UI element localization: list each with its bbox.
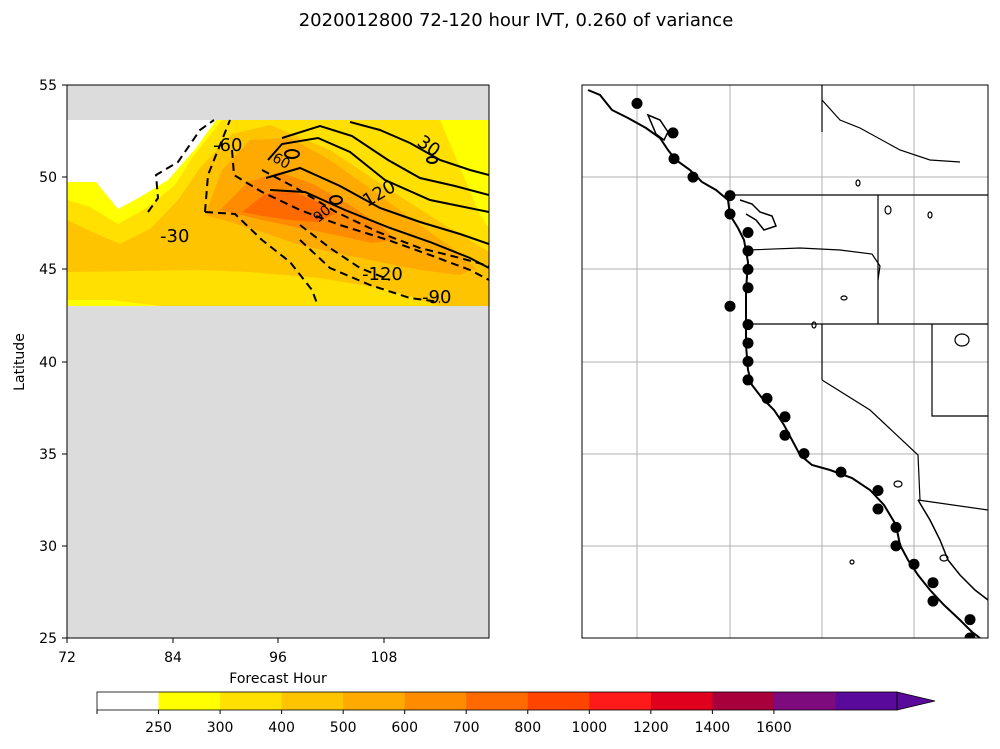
station-point [687, 171, 699, 183]
contour-ellipse [284, 149, 300, 159]
y-axis-label: Latitude [12, 333, 28, 391]
station-point [742, 337, 754, 349]
colorbar-extension-arrow [896, 691, 936, 711]
station-point [927, 577, 939, 589]
station-point [798, 448, 810, 460]
small-features [811, 179, 970, 565]
colorbar-segment [466, 692, 529, 710]
contour-line-neg-90 [231, 149, 489, 303]
puget-sound [739, 199, 777, 231]
colorbar-tick-label: 1200 [633, 720, 669, 736]
station-point [724, 208, 736, 220]
station-point [779, 411, 791, 423]
contour-label: -90 [422, 287, 451, 308]
y-tick-label: 50 [39, 170, 57, 186]
contour-line-pos-150 [269, 189, 489, 269]
island [646, 113, 669, 142]
station-point [908, 558, 920, 570]
station-point [742, 356, 754, 367]
station-point [724, 190, 736, 202]
station-point [872, 485, 884, 497]
left-x-axis [66, 638, 385, 643]
station-points [631, 97, 976, 638]
station-point [668, 153, 680, 165]
station-point [927, 595, 939, 607]
left-panel: -60 -30 -120 -90 30 120 60 90 25 30 35 4… [12, 78, 490, 687]
contour-label: -120 [362, 264, 403, 285]
figure-title: 2020012800 72-120 hour IVT, 0.260 of var… [299, 10, 734, 31]
y-tick-label: 55 [39, 78, 57, 94]
station-point [742, 263, 754, 275]
colorbar-segment [158, 692, 221, 710]
colorbar-segment [650, 692, 713, 710]
colorbar-tick-label: 400 [268, 720, 295, 736]
colorbar-tick-label: 500 [330, 720, 357, 736]
x-tick-label: 72 [58, 650, 76, 666]
contour-label: 60 [269, 150, 292, 173]
colorbar-tick-label: 250 [145, 720, 172, 736]
station-point [742, 226, 754, 238]
station-point [631, 97, 643, 109]
y-tick-label: 30 [39, 539, 57, 555]
y-tick-label: 40 [39, 355, 57, 371]
station-point [742, 245, 754, 257]
colorbar-tick-label: 800 [514, 720, 541, 736]
colorbar-segment [404, 692, 467, 710]
station-point [779, 429, 791, 441]
colorbar-tick-label: 1600 [756, 720, 792, 736]
colorbar-segment [97, 692, 160, 710]
station-point [890, 521, 902, 533]
station-point [724, 300, 736, 312]
station-point [890, 540, 902, 552]
contour-label: -30 [160, 226, 189, 247]
station-point [742, 374, 754, 386]
x-tick-label: 84 [164, 650, 182, 666]
filled-contour-700 [242, 190, 335, 222]
colorbar-segment [343, 692, 406, 710]
x-tick-label: 108 [371, 650, 398, 666]
station-point [964, 632, 976, 638]
contour-line-pos-30 [349, 121, 489, 176]
station-point [835, 466, 847, 478]
right-panel [581, 84, 989, 639]
colorbar-segment [281, 692, 344, 710]
colorbar-tick-label: 1400 [695, 720, 731, 736]
colorbar-tick-label: 600 [391, 720, 418, 736]
contour-label: -60 [213, 135, 242, 156]
y-tick-label: 45 [39, 262, 57, 278]
contour-ellipse [329, 195, 343, 205]
contour-line-neg-60 [204, 119, 319, 307]
station-point [761, 392, 773, 404]
y-tick-label: 25 [39, 631, 57, 647]
state-borders [730, 85, 988, 511]
contour-ellipse [426, 156, 438, 164]
colorbar: 250 300 400 500 600 700 800 1000 1200 1400 1600 [96, 691, 936, 736]
colorbar-segment [527, 692, 590, 710]
left-y-axis [62, 84, 67, 639]
colorbar-segment [220, 692, 283, 710]
x-axis-label: Forecast Hour [229, 671, 327, 687]
colorbar-segment [589, 692, 652, 710]
contour-line-pos-90 [267, 136, 489, 213]
x-tick-label: 96 [269, 650, 287, 666]
colorbar-segment [835, 692, 898, 710]
station-point [964, 614, 976, 626]
y-tick-label: 35 [39, 447, 57, 463]
station-point [742, 319, 754, 331]
station-point [742, 282, 754, 294]
colorbar-outline [96, 691, 898, 711]
contour-line-neg-120 [261, 169, 489, 281]
colorbar-segment [712, 692, 775, 710]
contour-line-pos-120 [265, 166, 489, 245]
contour-line-pos-60 [281, 124, 489, 196]
station-point [667, 127, 679, 139]
colorbar-tick-label: 1000 [571, 720, 607, 736]
contour-line-neg-30 [147, 119, 215, 213]
colorbar-tick-label: 700 [453, 720, 480, 736]
colorbar-segment [773, 692, 836, 710]
right-axes-frame [581, 84, 989, 639]
colorbar-tick-label: 300 [207, 720, 234, 736]
station-point [872, 503, 884, 515]
